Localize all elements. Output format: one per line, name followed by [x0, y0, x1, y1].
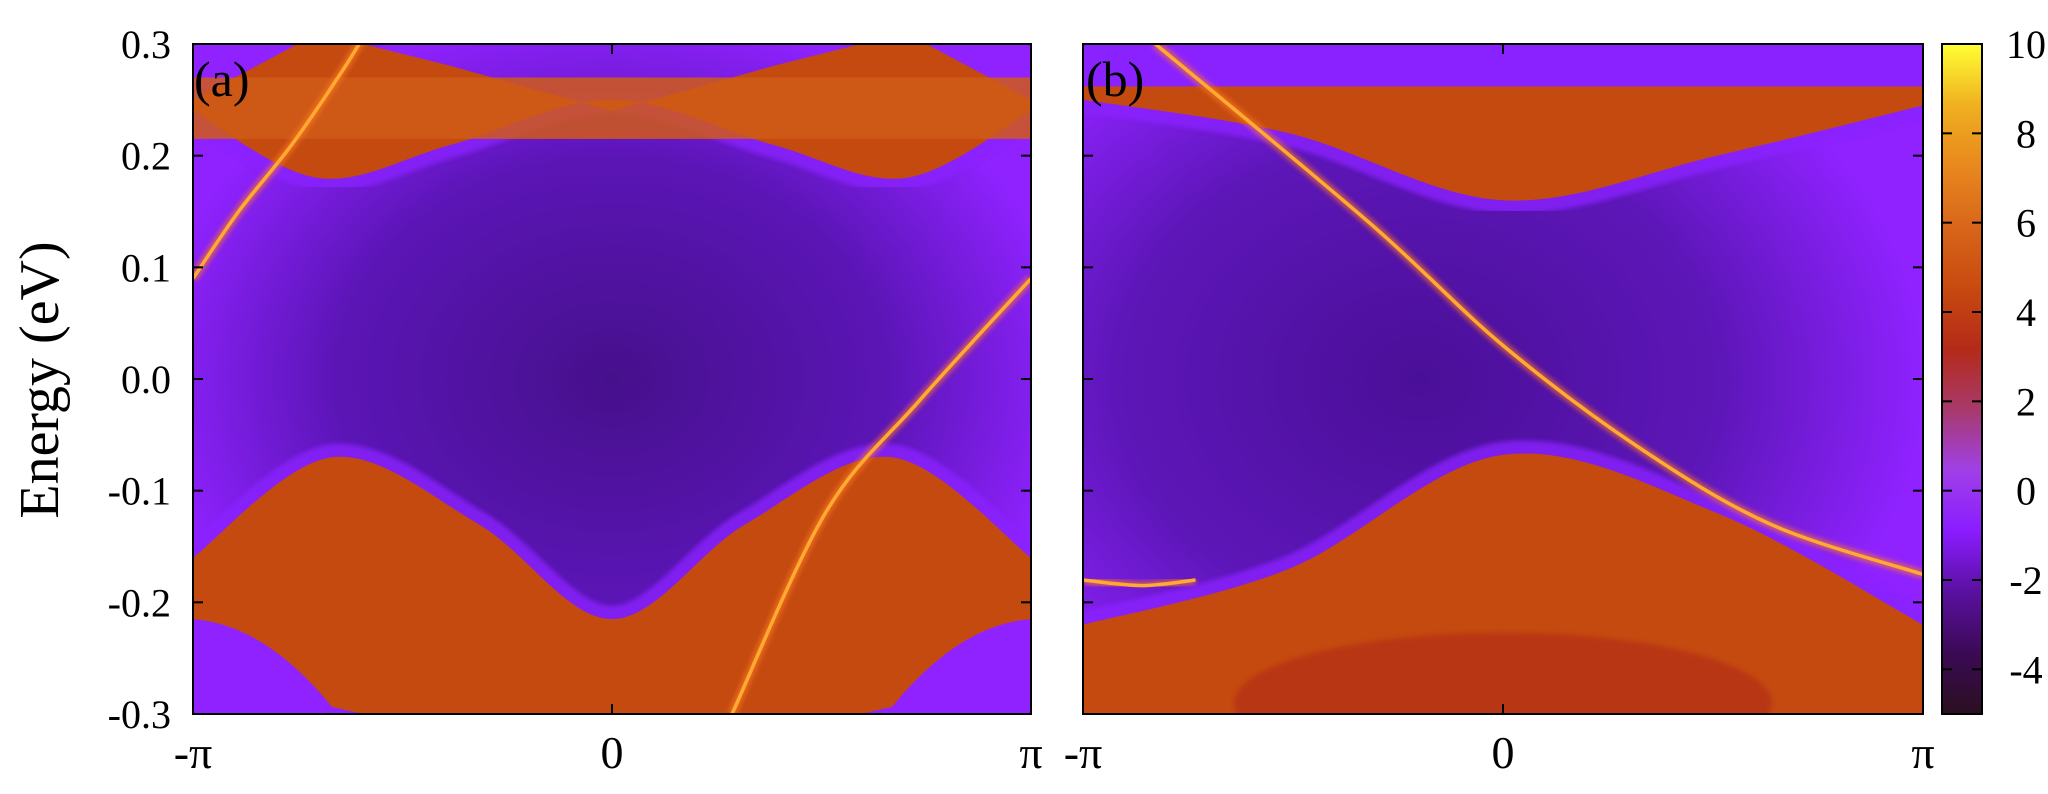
colorbar-tick-label: 2 [2016, 379, 2036, 424]
panel-a-y-tick-label: -0.1 [108, 469, 171, 514]
panel-a-label: (a) [194, 51, 250, 107]
y-axis-label: Energy (eV) [9, 241, 71, 518]
colorbar-tick-label: 4 [2016, 290, 2036, 335]
panel-a-lower-left-pocket [193, 619, 364, 714]
panel-a-y-tick-label: 0.0 [121, 357, 171, 402]
panel-a-surface-state-1 [730, 277, 1031, 714]
colorbar-tick-label: -4 [2009, 647, 2042, 692]
panel-a-lower-right-pocket [860, 619, 1031, 714]
panel-a-y-tick-label: -0.2 [108, 580, 171, 625]
panel-b-lower-band-core [1234, 632, 1772, 714]
panel-a-y-tick-label: -0.3 [108, 692, 171, 737]
panel-a-y-tick-label: 0.3 [121, 22, 171, 67]
colorbar-tick-label: -2 [2009, 558, 2042, 603]
panel-b-lower-bulk-band [1083, 453, 1923, 714]
panel-a-x-tick-label: π [1019, 727, 1042, 778]
panel-b-x-tick-label: 0 [1492, 727, 1515, 778]
colorbar-gradient [1941, 43, 1983, 715]
panel-b-x-tick-label: π [1911, 727, 1934, 778]
panel-b-label: (b) [1086, 51, 1144, 107]
panel-b-surface-state-0 [1154, 44, 1923, 577]
colorbar-tick-label: 10 [2006, 22, 2046, 67]
panel-a-y-tick-label: 0.2 [121, 134, 171, 179]
panel-b: -π 0 π (b) [1064, 43, 1935, 778]
panel-a: -π 0 π 0.3 0.2 0.1 0.0 -0.1 -0.2 -0.3 (a) [108, 22, 1043, 778]
panel-a-x-tick-label: -π [174, 727, 213, 778]
panel-b-x-tick-label: -π [1064, 727, 1103, 778]
panel-a-x-tick-label: 0 [601, 727, 624, 778]
colorbar-tick-label: 8 [2016, 111, 2036, 156]
panel-b-surface-state-1 [1083, 578, 1196, 588]
colorbar-tick-label: 6 [2016, 201, 2036, 246]
colorbar-tick-label: 0 [2016, 469, 2036, 514]
colorbar: 10 8 6 4 2 0 -2 -4 [1941, 22, 2046, 715]
panel-a-surface-state-0 [193, 44, 362, 280]
panel-a-y-tick-label: 0.1 [121, 245, 171, 290]
